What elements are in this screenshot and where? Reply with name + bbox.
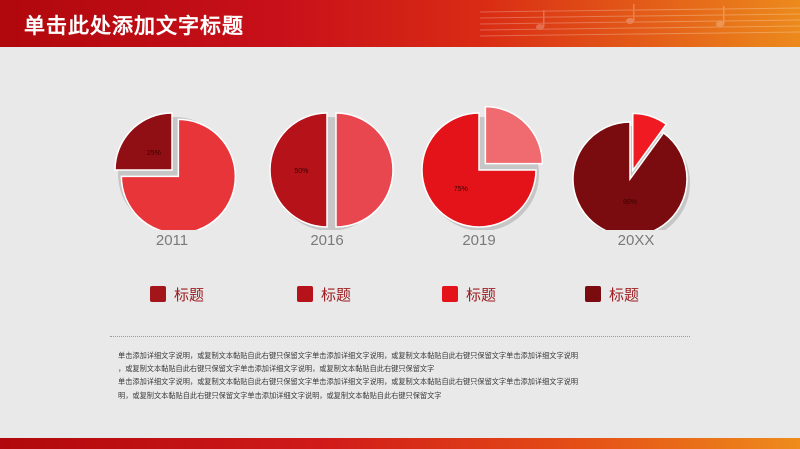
- pie-slice-rest-2016: [335, 112, 394, 228]
- pie-charts: 25% 50% 75% 90%: [114, 105, 690, 230]
- music-staff-decoration: [480, 4, 800, 37]
- year-label-20xx: 20XX: [617, 232, 655, 249]
- footer-bar: [0, 438, 800, 449]
- legend-label-1: 标题: [174, 286, 205, 304]
- pie-percent-label-20XX: 90%: [623, 199, 637, 206]
- chart-area: 25% 50% 75% 90% 2011 2016 2019 20XX 标题 标题 标…: [0, 60, 800, 330]
- pie-slice-value-2016: [269, 112, 328, 228]
- description-line-4: 明，或复制文本黏贴自此右键只保留文字单击添加详细文字说明，或复制文本黏贴自此右键…: [118, 390, 442, 400]
- description-line-2: ，或复制文本黏贴自此右键只保留文字单击添加详细文字说明，或复制文本黏贴自此右键只…: [118, 364, 435, 374]
- description-block: 单击添加详细文字说明，或复制文本黏贴自此右键只保留文字单击添加详细文字说明，或复…: [118, 349, 698, 402]
- pie-slice-rest-2011: [120, 118, 237, 230]
- legend-swatch-3: [442, 286, 458, 302]
- pie-slice-rest-20XX: [632, 112, 668, 173]
- year-label-2011: 2011: [155, 232, 189, 249]
- legend-label-2: 标题: [321, 286, 352, 304]
- legend-swatch-1: [150, 286, 166, 302]
- description-line-3: 单击添加详细文字说明，或复制文本黏贴自此右键只保留文字单击添加详细文字说明，或复…: [118, 377, 579, 387]
- description-line-1: 单击添加详细文字说明，或复制文本黏贴自此右键只保留文字单击添加详细文字说明，或复…: [118, 351, 579, 360]
- legend-label-4: 标题: [609, 286, 640, 304]
- pie-percent-label-2011: 25%: [147, 150, 161, 157]
- pie-percent-label-2016: 50%: [294, 168, 308, 175]
- pie-slice-value-2011: [114, 112, 173, 171]
- pie-slice-value-20XX: [572, 121, 688, 230]
- pie-percent-label-2019: 75%: [454, 186, 468, 193]
- dotted-divider: [110, 336, 690, 337]
- page-title: 单击此处添加文字标题: [24, 14, 244, 38]
- legend-swatch-2: [297, 286, 313, 302]
- header-bar: 单击此处添加文字标题: [0, 0, 800, 47]
- legend-swatch-4: [585, 286, 601, 302]
- year-label-2019: 2019: [462, 232, 496, 249]
- pie-slice-value-2019: [421, 112, 537, 228]
- year-label-2016: 2016: [310, 232, 344, 249]
- pie-slice-rest-2019: [484, 105, 544, 165]
- legend-label-3: 标题: [466, 286, 497, 304]
